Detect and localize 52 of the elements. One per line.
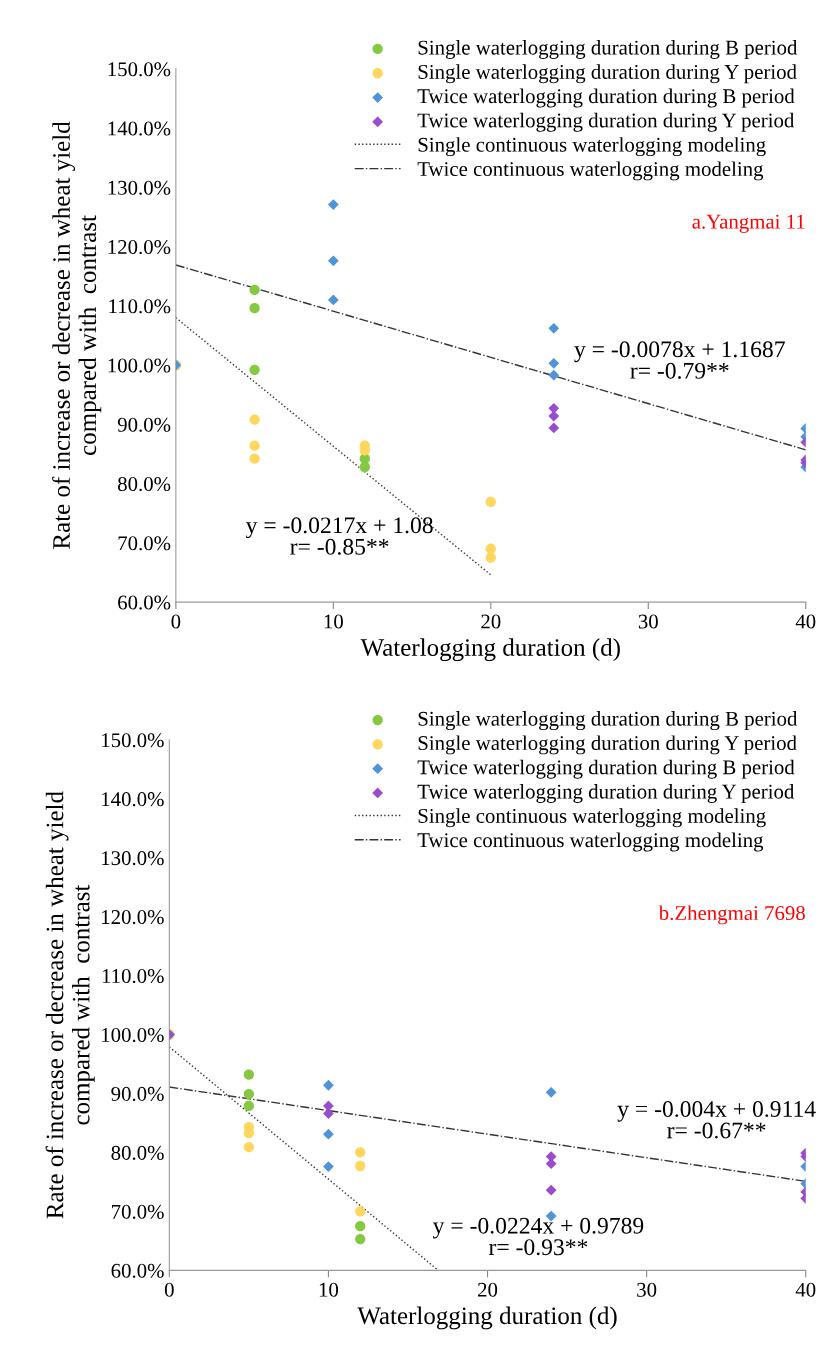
annotation: b.Zhengmai 7698 — [658, 905, 805, 925]
legend-label: Twice continuous waterlogging modeling — [417, 832, 764, 852]
annotation: y = -0.0217x + 1.08 r= -0.85** — [245, 517, 433, 555]
y-tick-label: 100.0% — [108, 358, 171, 373]
y-axis-title: Rate of increase or decrease in wheat yield compared with contrast — [52, 121, 102, 549]
x-tick-label: 10 — [324, 614, 343, 629]
annotation: y = -0.0078x + 1.1687 r= -0.79** — [574, 341, 785, 379]
x-tick-label: 30 — [638, 614, 658, 629]
x-tick-label: 20 — [478, 1282, 498, 1297]
legend-label: Twice waterlogging duration during Y period — [417, 783, 795, 803]
y-tick-label: 90.0% — [111, 1086, 164, 1102]
y-tick-label: 140.0% — [102, 792, 164, 807]
legend-label: Single continuous waterlogging modeling — [418, 137, 766, 157]
x-tick-label: 0 — [171, 614, 181, 629]
annotation: a.Yangmai 11 — [692, 214, 805, 233]
y-tick-label: 130.0% — [108, 180, 171, 195]
y-tick-label: 100.0% — [102, 1027, 164, 1043]
y-tick-label: 110.0% — [109, 299, 171, 314]
y-tick-label: 60.0% — [118, 595, 171, 610]
y-tick-label: 140.0% — [108, 121, 171, 136]
x-axis-title: Waterlogging duration (d) — [357, 1306, 617, 1330]
y-tick-label: 110.0% — [102, 968, 164, 984]
annotation: y = -0.004x + 0.9114 r= -0.67** — [617, 1101, 816, 1139]
y-tick-label: 80.0% — [111, 1145, 164, 1160]
y-tick-label: 60.0% — [111, 1263, 164, 1278]
x-axis-title: Waterlogging duration (d) — [360, 638, 620, 662]
x-tick-label: 40 — [795, 1282, 816, 1297]
x-tick-label: 0 — [164, 1282, 174, 1297]
x-tick-label: 20 — [481, 614, 501, 629]
y-tick-label: 70.0% — [118, 536, 171, 551]
legend-label: Single waterlogging duration during B period — [418, 711, 798, 731]
legend-label: Single waterlogging duration during B period — [418, 39, 798, 59]
x-tick-label: 30 — [637, 1282, 657, 1297]
legend-label: Twice waterlogging duration during B period — [417, 88, 795, 108]
y-axis-title: Rate of increase or decrease in wheat yield compared with contrast — [45, 791, 95, 1219]
y-tick-label: 90.0% — [117, 417, 171, 432]
y-tick-label: 150.0% — [102, 733, 164, 748]
y-tick-label: 120.0% — [102, 910, 164, 925]
legend-label: Single waterlogging duration during Y period — [418, 735, 797, 755]
legend-label: Twice waterlogging duration during Y period — [417, 112, 795, 132]
x-tick-label: 10 — [319, 1282, 339, 1297]
y-tick-label: 80.0% — [117, 476, 171, 492]
legend-label: Twice waterlogging duration during B period — [417, 759, 795, 779]
y-tick-label: 120.0% — [108, 239, 171, 255]
x-tick-label: 40 — [795, 614, 816, 629]
y-tick-label: 70.0% — [112, 1204, 164, 1219]
legend-label: Single waterlogging duration during Y period — [418, 64, 797, 84]
y-tick-label: 150.0% — [108, 62, 171, 77]
annotation: y = -0.0224x + 0.9789 r= -0.93** — [432, 1217, 644, 1256]
y-tick-label: 130.0% — [102, 851, 164, 866]
legend-label: Single continuous waterlogging modeling — [418, 808, 766, 828]
legend-label: Twice continuous waterlogging modeling — [417, 161, 764, 181]
